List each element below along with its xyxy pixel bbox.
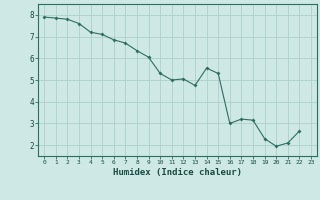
X-axis label: Humidex (Indice chaleur): Humidex (Indice chaleur): [113, 168, 242, 177]
